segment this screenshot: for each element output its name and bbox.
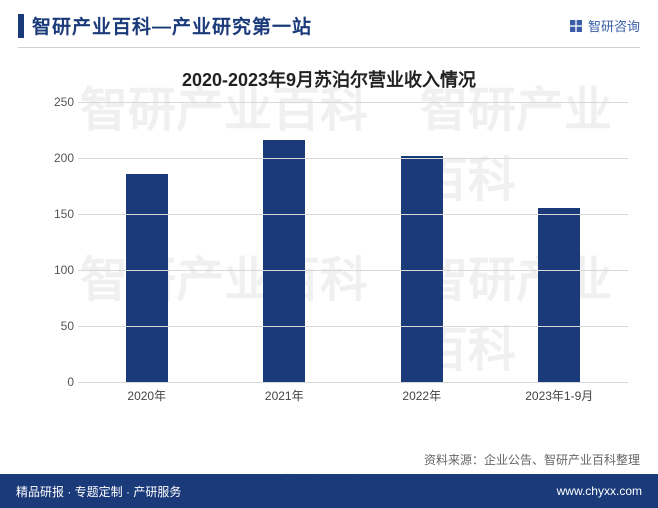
chart-plot: 2020年2021年2022年2023年1-9月 050100150200250	[78, 102, 628, 382]
chart-title: 2020-2023年9月苏泊尔营业收入情况	[0, 66, 658, 92]
header-divider	[18, 47, 640, 48]
gridline	[78, 158, 628, 159]
x-axis-label: 2021年	[265, 387, 304, 404]
x-axis-label: 2020年	[127, 387, 166, 404]
brand-badge: 智研咨询	[568, 16, 640, 35]
chart-bars: 2020年2021年2022年2023年1-9月	[78, 102, 628, 382]
y-axis-label: 150	[50, 207, 74, 221]
bar-slot: 2022年	[353, 102, 491, 382]
header-marker-icon	[18, 14, 24, 38]
bar	[538, 208, 580, 382]
bar	[401, 156, 443, 382]
footer-bar: 精品研报 · 专题定制 · 产研服务 www.chyxx.com	[0, 474, 658, 508]
footer-left-text: 精品研报 · 专题定制 · 产研服务	[16, 483, 181, 500]
bar-slot: 2020年	[78, 102, 216, 382]
gridline	[78, 270, 628, 271]
header-bar: 智研产业百科—产业研究第一站 智研咨询	[0, 0, 658, 47]
chart-area: 2020年2021年2022年2023年1-9月 050100150200250	[50, 102, 628, 422]
x-axis-label: 2022年	[402, 387, 441, 404]
y-axis-label: 200	[50, 151, 74, 165]
header-left: 智研产业百科—产业研究第一站	[18, 12, 312, 39]
y-axis-label: 100	[50, 263, 74, 277]
gridline	[78, 326, 628, 327]
gridline	[78, 214, 628, 215]
brand-name: 智研咨询	[588, 16, 640, 35]
bar-slot: 2023年1-9月	[491, 102, 629, 382]
gridline	[78, 102, 628, 103]
y-axis-label: 250	[50, 95, 74, 109]
footer-right-url: www.chyxx.com	[557, 484, 642, 498]
source-note: 资料来源：企业公告、智研产业百科整理	[424, 451, 640, 468]
page-title: 智研产业百科—产业研究第一站	[32, 12, 312, 39]
bar	[126, 174, 168, 382]
bar-slot: 2021年	[216, 102, 354, 382]
gridline	[78, 382, 628, 383]
brand-logo-icon	[568, 18, 584, 34]
x-axis-label: 2023年1-9月	[525, 387, 593, 404]
y-axis-label: 0	[50, 375, 74, 389]
y-axis-label: 50	[50, 319, 74, 333]
bar	[263, 140, 305, 382]
